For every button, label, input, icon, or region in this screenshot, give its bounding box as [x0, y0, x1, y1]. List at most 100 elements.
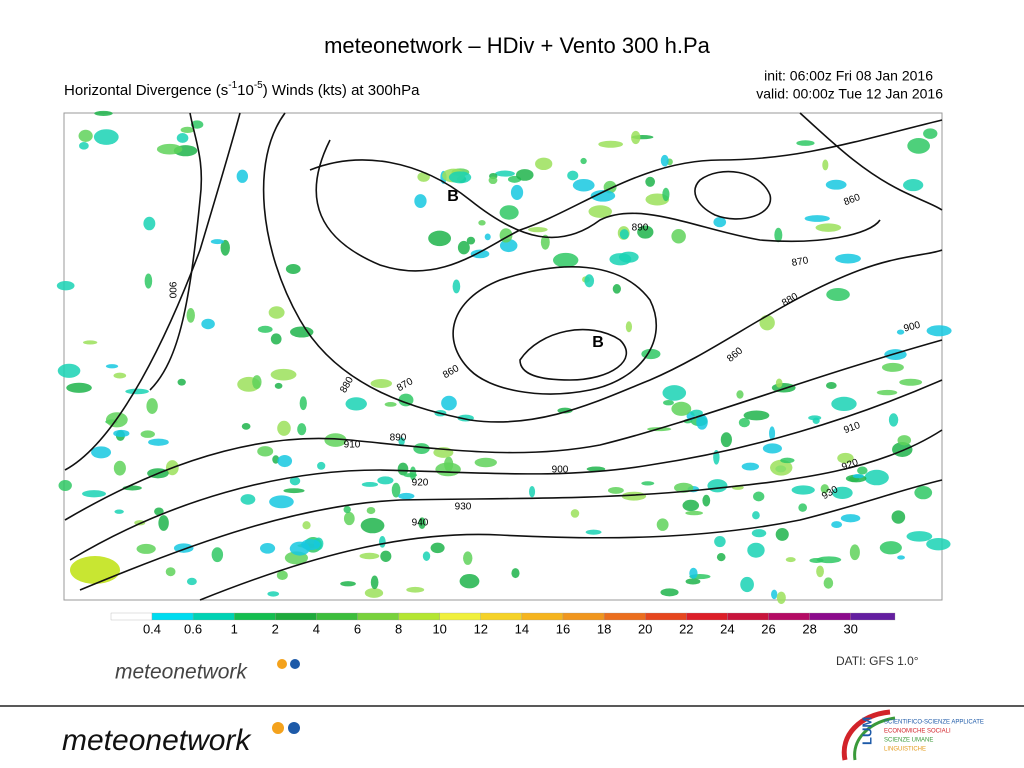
divergence-patch — [926, 325, 952, 337]
colorbar-segment — [686, 612, 728, 621]
divergence-patch — [641, 481, 655, 486]
contour-label: 930 — [455, 502, 472, 513]
partner-logo: LUM SCIENTIFICO-SCIENZE APPLICATE ECONOM… — [841, 709, 984, 761]
divergence-patch — [397, 462, 409, 476]
divergence-patch — [645, 176, 656, 187]
divergence-patch — [612, 284, 622, 294]
divergence-patch — [822, 159, 829, 171]
divergence-patch — [125, 388, 149, 395]
divergence-patch — [831, 521, 843, 528]
divergence-patch — [144, 273, 153, 289]
init-time: init: 06:00z Fri 08 Jan 2016 — [764, 68, 933, 84]
divergence-patch — [780, 457, 795, 464]
divergence-patch — [716, 553, 726, 562]
divergence-patch — [528, 227, 548, 233]
divergence-patch — [881, 362, 904, 372]
colorbar-label: 24 — [720, 621, 734, 636]
divergence-patch — [466, 236, 476, 245]
map-logo: meteonetwork — [115, 661, 248, 684]
colorbar-segment — [151, 612, 194, 621]
colorbar-label: 1 — [231, 621, 238, 636]
divergence-patch — [740, 576, 754, 593]
divergence-patch — [619, 229, 629, 240]
colorbar-segment — [809, 612, 851, 621]
divergence-patch — [201, 318, 215, 330]
divergence-patch — [435, 462, 461, 477]
divergence-patch — [864, 469, 889, 486]
divergence-patch — [186, 307, 195, 323]
divergence-patch — [753, 491, 765, 502]
divergence-patch — [267, 591, 280, 597]
colorbar-label: 4 — [313, 621, 320, 636]
logo-dot — [277, 659, 287, 669]
divergence-patch — [384, 402, 397, 407]
divergence-field — [56, 110, 952, 604]
divergence-patch — [220, 239, 230, 256]
divergence-patch — [290, 326, 314, 338]
divergence-patch — [897, 555, 905, 560]
logo-dot — [290, 659, 300, 669]
colorbar-label: 2 — [272, 621, 279, 636]
divergence-patch — [762, 443, 782, 454]
divergence-patch — [158, 515, 169, 531]
colorbar-label: 6 — [354, 621, 361, 636]
colorbar-label: 0.6 — [184, 621, 202, 636]
divergence-patch — [180, 126, 195, 133]
divergence-patch — [741, 462, 760, 471]
divergence-patch — [499, 205, 519, 220]
divergence-patch — [926, 538, 951, 551]
colorbar-label: 14 — [515, 621, 529, 636]
divergence-patch — [662, 385, 687, 401]
divergence-patch — [211, 547, 224, 563]
logo-dot — [272, 722, 284, 734]
divergence-patch — [631, 130, 641, 145]
divergence-patch — [590, 189, 616, 202]
colorbar-segment — [727, 612, 769, 621]
divergence-patch — [713, 217, 727, 228]
divergence-patch — [751, 529, 767, 538]
divergence-patch — [277, 455, 293, 468]
divergence-patch — [849, 544, 860, 561]
divergence-patch — [567, 170, 579, 181]
contour-label: 910 — [344, 440, 361, 451]
divergence-patch — [91, 446, 112, 459]
divergence-patch — [804, 215, 830, 222]
data-source: DATI: GFS 1.0° — [836, 654, 919, 668]
colorbar-segment — [275, 612, 317, 621]
divergence-patch — [302, 521, 311, 530]
divergence-patch — [570, 509, 580, 518]
divergence-patch — [83, 340, 98, 345]
divergence-patch — [370, 379, 393, 388]
divergence-patch — [914, 486, 933, 500]
divergence-patch — [113, 460, 126, 476]
colorbar-segment — [562, 612, 605, 621]
contour-line — [694, 170, 772, 220]
divergence-patch — [671, 228, 686, 244]
divergence-patch — [835, 253, 861, 264]
divergence-patch — [448, 171, 472, 184]
divergence-patch — [136, 543, 156, 554]
contour-label: 900 — [903, 320, 922, 335]
colorbar-label: 16 — [556, 621, 570, 636]
divergence-patch — [529, 485, 536, 498]
divergence-patch — [276, 570, 288, 580]
divergence-patch — [607, 486, 624, 494]
divergence-patch — [857, 466, 868, 475]
divergence-patch — [370, 575, 379, 590]
divergence-patch — [495, 170, 515, 177]
divergence-patch — [274, 382, 283, 389]
divergence-patch — [759, 315, 775, 331]
divergence-patch — [113, 429, 130, 438]
divergence-patch — [572, 178, 595, 192]
contour-line — [69, 379, 943, 561]
divergence-patch — [340, 581, 356, 587]
valid-time: valid: 00:00z Tue 12 Jan 2016 — [756, 86, 943, 102]
divergence-patch — [774, 227, 783, 243]
divergence-patch — [270, 368, 297, 381]
divergence-patch — [888, 413, 899, 427]
colorbar-label: 20 — [638, 621, 652, 636]
divergence-patch — [241, 423, 251, 430]
divergence-patch — [682, 499, 700, 512]
